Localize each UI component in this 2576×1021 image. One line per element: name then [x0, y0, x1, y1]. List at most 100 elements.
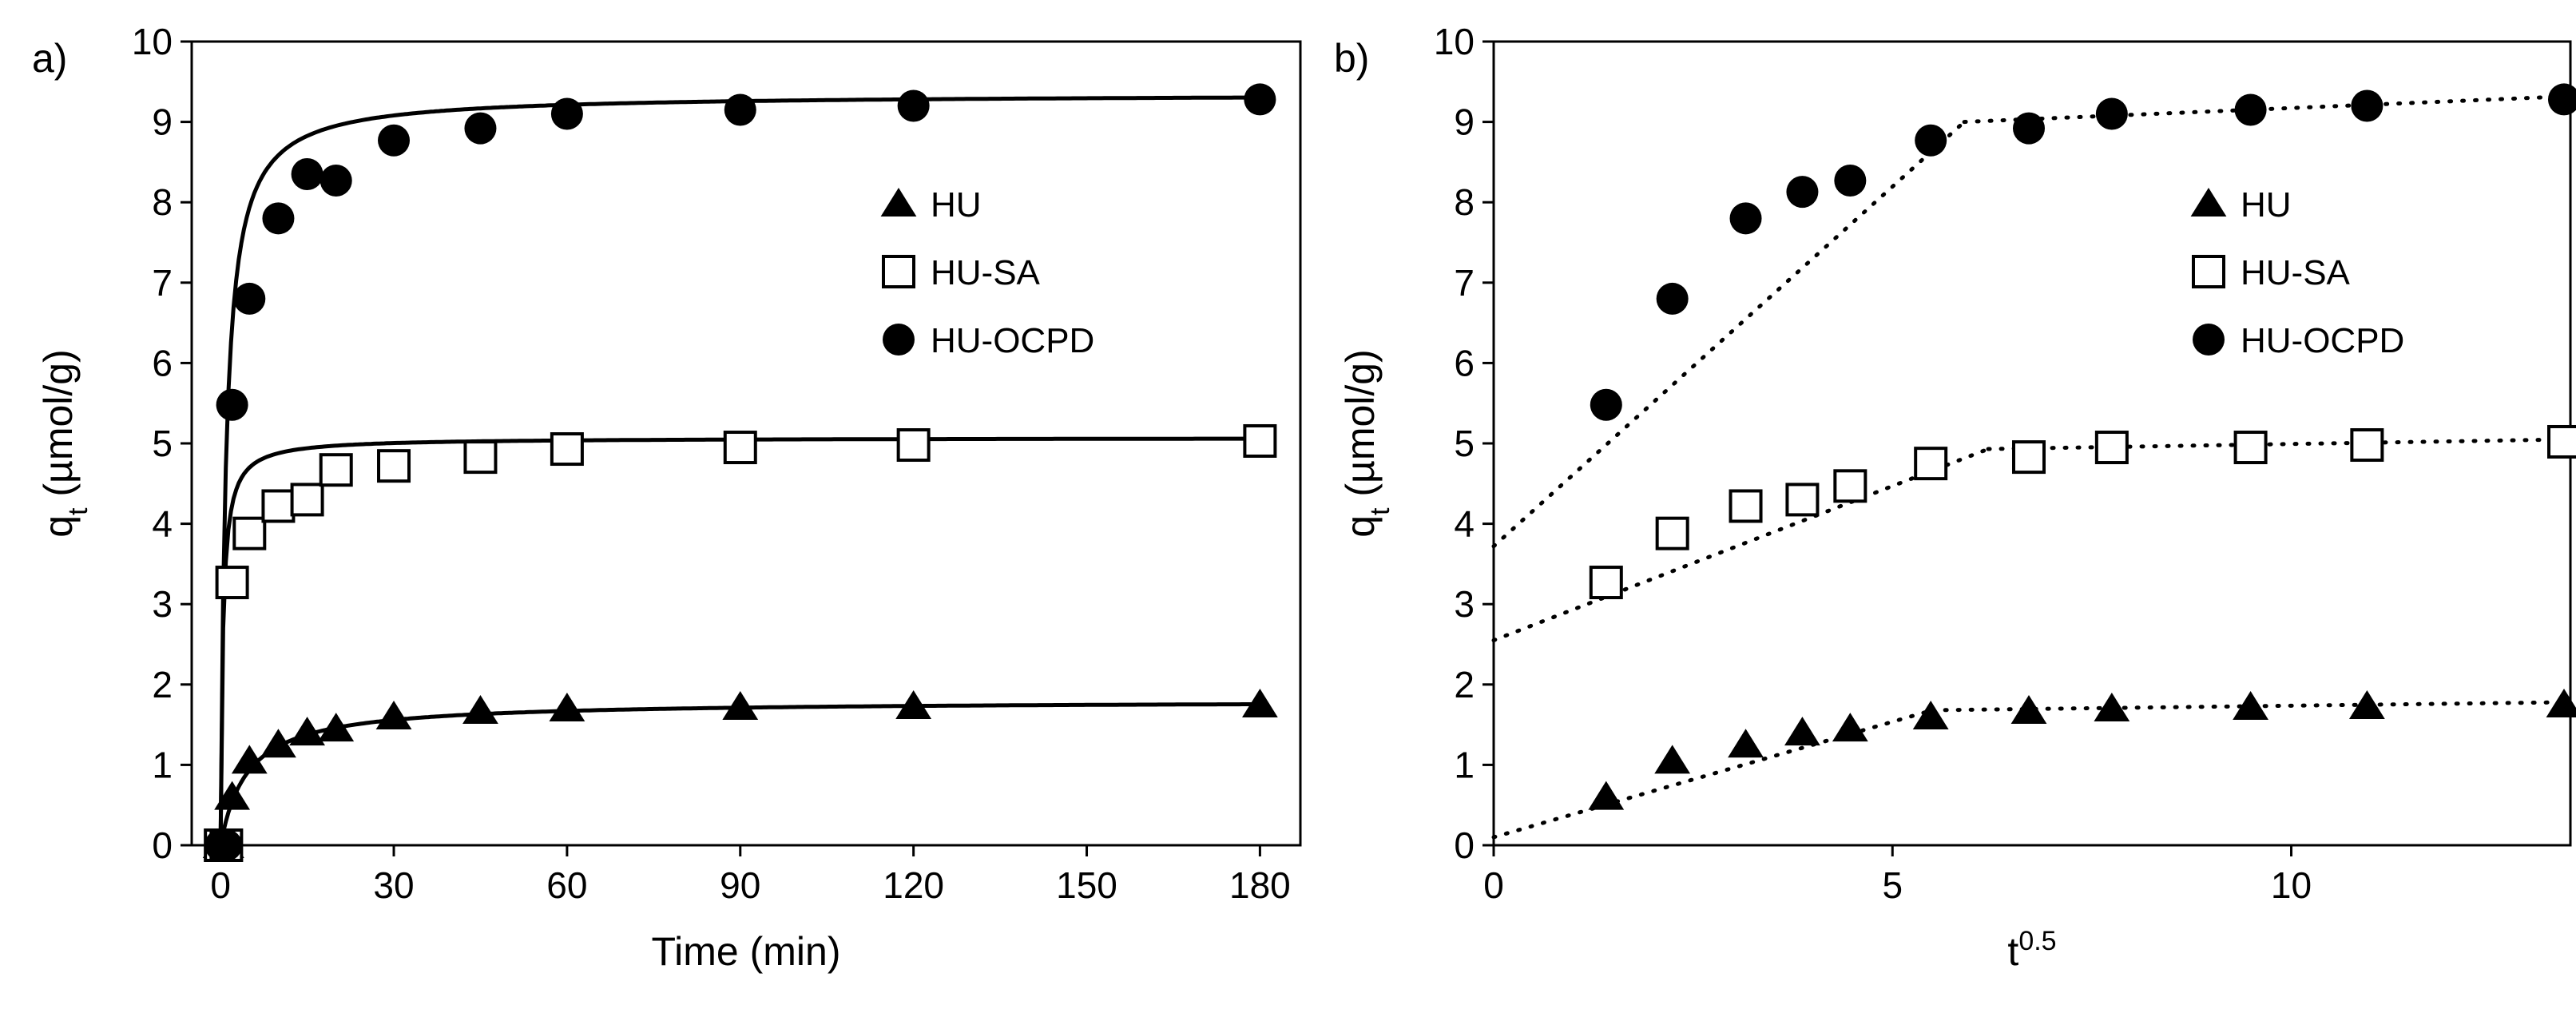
y-tick-label: 0	[152, 824, 173, 866]
y-tick-label: 3	[152, 583, 173, 625]
data-point-hu	[2094, 692, 2130, 721]
data-point-hu-sa	[1729, 489, 1763, 523]
data-point-hu	[722, 690, 759, 720]
y-axis-label: qt (µmol/g)	[1338, 349, 1395, 538]
data-point-hu	[1728, 729, 1764, 758]
x-tick-label: 0	[210, 864, 231, 906]
data-point-hu	[1832, 713, 1868, 742]
data-point-hu-ocpd	[1244, 83, 1276, 116]
data-point-hu-ocpd	[378, 124, 411, 157]
y-tick-label: 5	[1454, 423, 1475, 464]
data-point-hu-sa	[1589, 566, 1623, 600]
legend-label-hu: HU	[931, 185, 982, 224]
y-tick-label: 9	[152, 101, 173, 143]
fit-segment-hu	[1491, 708, 1935, 840]
x-tick-label: 90	[720, 864, 760, 906]
legend: HU HU-SA HU-OCPD	[880, 185, 1094, 360]
y-tick-label: 9	[1454, 101, 1475, 143]
data-point-hu-sa	[319, 453, 353, 487]
legend-marker-hu-sa	[882, 255, 915, 288]
data-point-hu	[2233, 690, 2268, 720]
data-point-hu-sa	[290, 483, 324, 517]
data-point-hu-ocpd	[233, 282, 266, 315]
legend-marker-hu	[880, 188, 917, 217]
data-point-hu-ocpd	[1590, 388, 1622, 421]
x-tick-label: 180	[1229, 864, 1291, 906]
data-point-hu-ocpd	[2013, 112, 2046, 145]
data-point-hu	[318, 713, 355, 742]
data-point-hu-ocpd	[216, 388, 248, 421]
x-tick-label: 60	[546, 864, 587, 906]
fit-line-hu-ocpd	[218, 95, 1260, 846]
x-tick-label: 30	[373, 864, 414, 906]
data-point-hu-ocpd	[1729, 202, 1762, 235]
y-tick-label: 10	[1434, 21, 1475, 62]
y-tick-label: 2	[152, 664, 173, 705]
y-tick-label: 7	[152, 262, 173, 304]
legend-label-hu: HU	[2241, 185, 2292, 224]
data-point-hu-ocpd	[291, 157, 323, 190]
data-point-hu-sa	[723, 431, 757, 465]
panel-label: a)	[32, 36, 67, 81]
chart-panel-b: 0 1 2 3 4 5 6 7 8 9 10 0 5 10 qt (µmol/g) t0.5 b) HU HU-SA…	[1334, 21, 2576, 974]
data-point-hu-sa	[2012, 440, 2046, 475]
data-point-hu-sa	[377, 449, 411, 483]
data-point-hu	[2546, 688, 2576, 717]
data-point-hu-ocpd	[897, 89, 930, 122]
data-point-hu	[231, 745, 268, 774]
data-point-hu-sa	[232, 516, 267, 550]
legend-marker-hu	[2190, 188, 2227, 217]
y-tick-label: 1	[152, 744, 173, 785]
data-point-hu-ocpd	[2351, 89, 2383, 122]
y-tick-label: 3	[1454, 583, 1475, 625]
legend-label-hu-ocpd: HU-OCPD	[2241, 321, 2404, 360]
data-point-hu-sa	[215, 566, 249, 600]
legend-marker-hu-sa	[2192, 255, 2225, 288]
y-tick-label: 8	[152, 181, 173, 223]
x-axis-label: Time (min)	[651, 929, 840, 974]
x-tick-label: 150	[1056, 864, 1117, 906]
data-point-hu-ocpd	[724, 93, 756, 126]
fit-segment-hu-sa	[1986, 437, 2573, 451]
y-tick-label: 6	[1454, 342, 1475, 383]
data-point-hu-ocpd	[1656, 282, 1689, 315]
data-point-hu	[1241, 688, 1278, 717]
x-tick-label: 120	[883, 864, 944, 906]
chart-panel-a: 0 1 2 3 4 5 6 7 8 9 10 0 30 60 90 120 150 180 qt (µmol/g) T…	[32, 21, 1302, 974]
data-point-hu-ocpd	[210, 829, 243, 861]
data-point-hu	[1784, 717, 1820, 746]
data-point-hu-sa	[2547, 424, 2576, 459]
data-point-hu	[1912, 701, 1949, 730]
y-tick-label: 5	[152, 423, 173, 464]
y-tick-label: 0	[1454, 824, 1475, 866]
data-point-hu-sa	[261, 489, 296, 523]
legend-label-hu-ocpd: HU-OCPD	[931, 321, 1094, 360]
data-point-hu-sa	[1785, 483, 1820, 517]
legend: HU HU-SA HU-OCPD	[2190, 185, 2404, 360]
y-tick-label: 10	[132, 21, 173, 62]
x-tick-label: 10	[2271, 864, 2312, 906]
data-point-hu	[462, 694, 498, 724]
y-tick-label: 7	[1454, 262, 1475, 304]
data-point-hu-sa	[550, 432, 584, 467]
x-tick-label: 5	[1882, 864, 1903, 906]
data-point-hu-sa	[1833, 469, 1868, 503]
data-point-hu-ocpd	[464, 112, 497, 145]
data-point-hu	[375, 701, 412, 730]
data-point-hu-ocpd	[1834, 165, 1867, 197]
data-point-hu-ocpd	[1915, 124, 1947, 157]
fit-segment-hu-ocpd	[1962, 93, 2573, 125]
data-point-hu	[260, 729, 296, 758]
data-point-hu	[2348, 689, 2385, 719]
data-point-hu-sa	[896, 428, 931, 463]
data-point-hu-ocpd	[320, 165, 352, 197]
data-point-hu-ocpd	[262, 202, 295, 235]
data-point-hu-sa	[1243, 423, 1277, 458]
y-axis-label: qt (µmol/g)	[36, 349, 93, 538]
y-tick-label: 2	[1454, 664, 1475, 705]
data-point-hu-ocpd	[1786, 176, 1819, 209]
x-tick-label: 0	[1483, 864, 1504, 906]
panel-label: b)	[1334, 36, 1369, 81]
data-point-hu	[214, 781, 251, 810]
